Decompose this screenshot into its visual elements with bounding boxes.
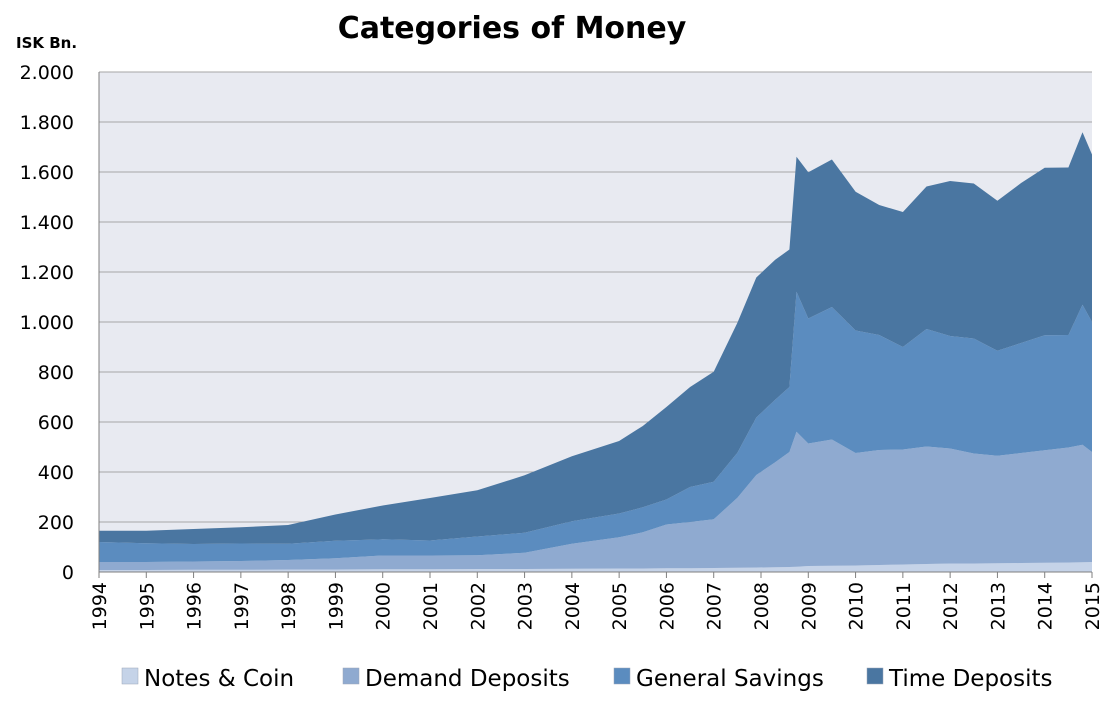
area-demand-deposits: [99, 431, 1092, 570]
x-tick-label: 1999: [325, 582, 347, 630]
chart-title: Categories of Money: [338, 11, 687, 46]
y-tick-label: 1.400: [20, 212, 74, 234]
x-tick-label: 2003: [515, 582, 537, 630]
x-tick-label: 2011: [893, 582, 915, 630]
x-tick-label: 2009: [798, 582, 820, 630]
y-axis-unit-label: ISK Bn.: [16, 34, 77, 52]
x-tick-labels: 1994 1995 1996 1997 1998 1999 2000 2001 2002 2003…: [89, 582, 1104, 630]
y-tick-label: 1.200: [20, 262, 74, 284]
legend-swatch-notes-coin: [121, 667, 139, 685]
legend-swatch-demand-deposits: [342, 667, 360, 685]
y-tick-labels: 0 200 400 600 800 1.000 1.200 1.400 1.600 1.800 2.…: [20, 62, 74, 584]
y-tick-label: 1.000: [20, 312, 74, 334]
y-tick-label: 600: [38, 412, 74, 434]
x-tick-label: 2010: [846, 582, 868, 630]
legend: Notes & Coin Demand Deposits General Savin…: [121, 666, 1053, 692]
x-tick-label: 2013: [987, 582, 1009, 630]
y-tick-label: 1.600: [20, 162, 74, 184]
x-tick-label: 2002: [467, 582, 489, 630]
x-tick-label: 2012: [940, 582, 962, 630]
x-tick-label: 1995: [136, 582, 158, 630]
x-tick-label: 1996: [184, 582, 206, 630]
area-time-deposits: [99, 132, 1092, 545]
x-tick-label: 2000: [373, 582, 395, 630]
x-tick-label: 1994: [89, 582, 111, 630]
y-tick-label: 2.000: [20, 62, 74, 84]
legend-label-notes-coin: Notes & Coin: [144, 666, 294, 692]
x-tick-label: 2008: [751, 582, 773, 630]
x-tick-label: 2005: [609, 582, 631, 630]
legend-label-general-savings: General Savings: [636, 666, 824, 692]
x-tick-label: 2007: [704, 582, 726, 630]
x-tick-label: 2014: [1035, 582, 1057, 630]
area-general-savings: [99, 291, 1092, 562]
y-tick-label: 0: [62, 562, 74, 584]
axes: [98, 72, 1093, 578]
legend-swatch-time-deposits: [866, 667, 884, 685]
y-tick-label: 1.800: [20, 112, 74, 134]
x-tick-label: 2006: [656, 582, 678, 630]
y-tick-label: 400: [38, 462, 74, 484]
y-tick-label: 200: [38, 512, 74, 534]
legend-label-time-deposits: Time Deposits: [888, 666, 1053, 692]
legend-swatch-general-savings: [613, 667, 631, 685]
x-tick-label: 2004: [562, 582, 584, 630]
area-series: [99, 132, 1092, 572]
y-tick-label: 800: [38, 362, 74, 384]
x-tick-label: 2001: [420, 582, 442, 630]
legend-label-demand-deposits: Demand Deposits: [365, 666, 570, 692]
x-tick-label: 1997: [231, 582, 253, 630]
area-notes-coin: [99, 562, 1092, 572]
x-tick-label: 2015: [1082, 582, 1104, 630]
x-tick-label: 1998: [278, 582, 300, 630]
